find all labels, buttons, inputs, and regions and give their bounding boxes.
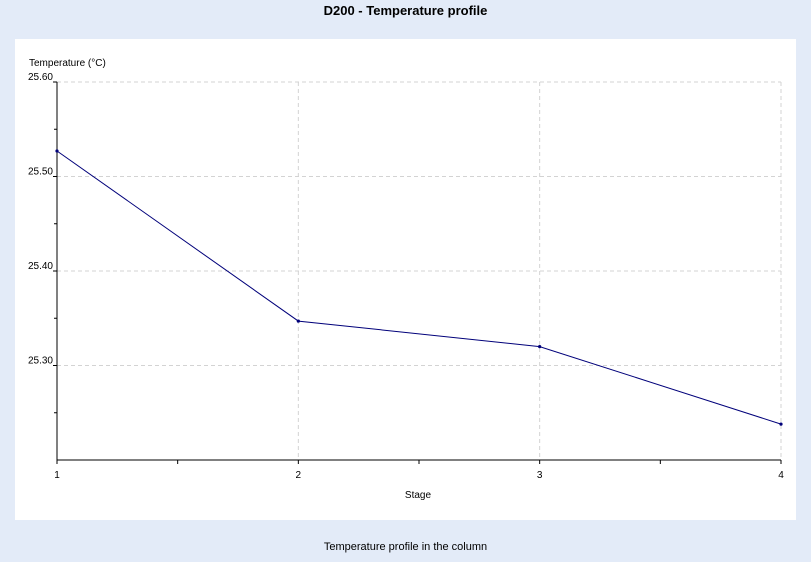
y-axis-title: Temperature (°C)	[29, 58, 106, 69]
x-tick-label: 4	[778, 470, 784, 481]
y-tick-label: 25.60	[28, 72, 53, 83]
grid-lines	[57, 81, 782, 460]
y-tick-label: 25.40	[28, 261, 53, 272]
x-axis-title: Stage	[405, 490, 432, 501]
series-temperature	[55, 149, 783, 426]
plot-panel	[15, 39, 796, 520]
series-line	[56, 150, 782, 425]
axes: 25.30 25.40 25.50 25.60 1 2 3 4	[28, 72, 784, 481]
x-tick-label: 1	[54, 470, 60, 481]
x-tick-label: 3	[537, 470, 543, 481]
data-point	[779, 422, 783, 426]
data-point	[538, 345, 542, 349]
data-point	[296, 319, 300, 323]
x-tick-label: 2	[296, 470, 302, 481]
data-point	[55, 149, 59, 153]
chart-title: D200 - Temperature profile	[323, 3, 488, 18]
y-tick-label: 25.30	[28, 356, 53, 367]
chart-caption: Temperature profile in the column	[323, 541, 488, 553]
y-tick-label: 25.50	[28, 167, 53, 178]
